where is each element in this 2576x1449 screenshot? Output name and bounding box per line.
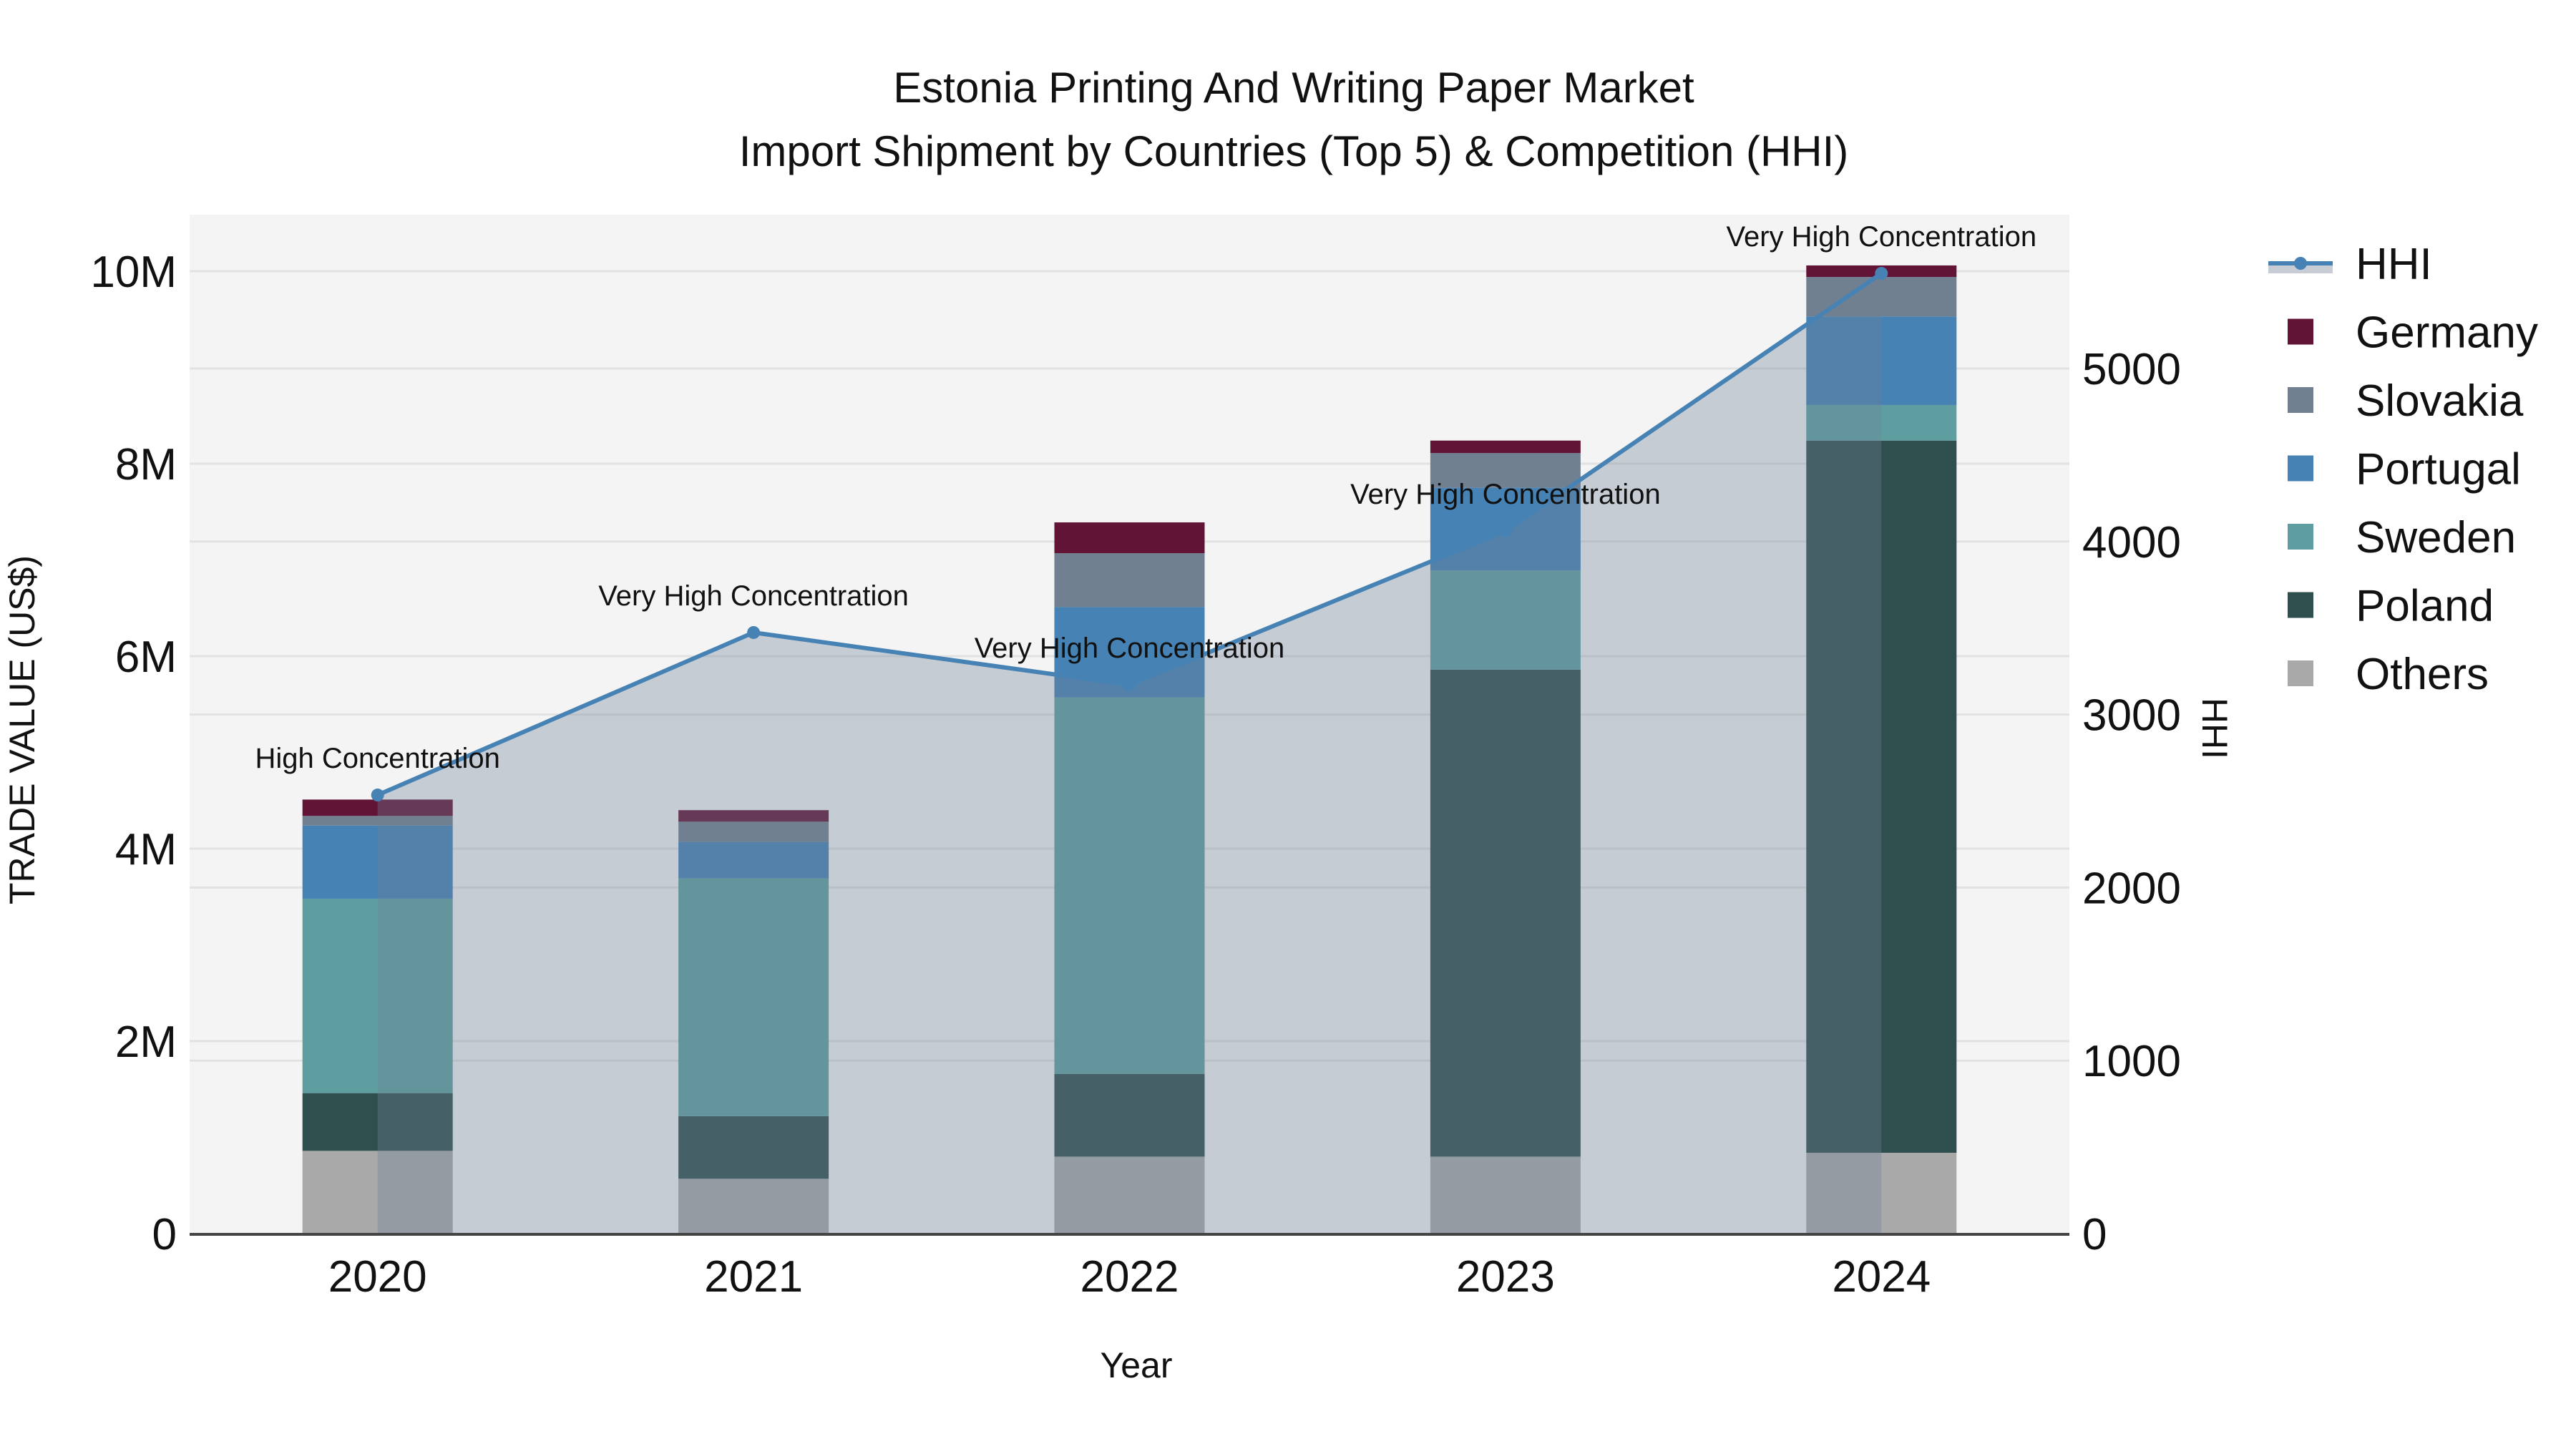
chart-subtitle: Import Shipment by Countries (Top 5) & C… bbox=[739, 127, 1849, 175]
bar-segment-others-2020 bbox=[302, 1151, 453, 1234]
legend-item-hhi[interactable]: HHI bbox=[2268, 240, 2432, 289]
legend-item-poland[interactable]: Poland bbox=[2288, 582, 2494, 631]
stacked-bars bbox=[302, 265, 1957, 1234]
bar-segment-slovakia-2020 bbox=[302, 816, 453, 826]
hhi-point bbox=[1123, 678, 1136, 692]
bar-segment-sweden-2022 bbox=[1054, 697, 1205, 1074]
y-tick-label: 4M bbox=[115, 825, 177, 874]
hhi-point bbox=[1875, 267, 1888, 280]
bar-segment-germany-2020 bbox=[302, 799, 453, 816]
hhi-point bbox=[1498, 525, 1512, 538]
hhi-annotation: Very High Concentration bbox=[598, 580, 909, 612]
hhi-point bbox=[747, 625, 761, 639]
hhi-point bbox=[371, 789, 384, 802]
legend-item-portugal[interactable]: Portugal bbox=[2288, 445, 2521, 494]
bar-segment-poland-2024 bbox=[1806, 440, 1957, 1153]
x-tick-label: 2024 bbox=[1832, 1252, 1931, 1302]
y-tick-label: 10M bbox=[90, 248, 177, 297]
y2-tick-label: 0 bbox=[2082, 1210, 2107, 1259]
x-axis-title: Year bbox=[1100, 1345, 1172, 1385]
y2-tick-label: 2000 bbox=[2082, 864, 2181, 913]
hhi-annotation: Very High Concentration bbox=[975, 633, 1285, 664]
hhi-annotation: Very High Concentration bbox=[1727, 221, 2037, 253]
bar-segment-poland-2022 bbox=[1054, 1073, 1205, 1157]
hhi-annotation: High Concentration bbox=[255, 743, 499, 774]
bar-segment-sweden-2020 bbox=[302, 898, 453, 1093]
bar-segment-poland-2020 bbox=[302, 1093, 453, 1151]
y2-tick-label: 5000 bbox=[2082, 345, 2181, 394]
legend-swatch-icon bbox=[2288, 455, 2313, 482]
legend-label: Portugal bbox=[2356, 445, 2521, 494]
legend: HHI Germany Slovakia Portugal Sweden Poland Ot… bbox=[2268, 240, 2538, 699]
bar-segment-sweden-2021 bbox=[678, 878, 829, 1116]
hhi-annotations: High Concentration Very High Concentratio… bbox=[255, 221, 2036, 774]
legend-label: Slovakia bbox=[2356, 376, 2524, 426]
x-tick-label: 2020 bbox=[328, 1252, 427, 1302]
y-tick-label: 2M bbox=[115, 1018, 177, 1067]
legend-swatch-icon bbox=[2288, 387, 2313, 413]
legend-item-sweden[interactable]: Sweden bbox=[2288, 513, 2516, 562]
bar-segment-portugal-2021 bbox=[678, 841, 829, 879]
hhi-area bbox=[377, 273, 1882, 1234]
bar-segment-others-2022 bbox=[1054, 1156, 1205, 1234]
legend-swatch-icon bbox=[2288, 660, 2313, 686]
y2-axis-ticks: 0 1000 2000 3000 4000 5000 bbox=[2082, 345, 2181, 1259]
bar-segment-germany-2022 bbox=[1054, 522, 1205, 554]
hhi-legend-marker-icon bbox=[2294, 257, 2307, 270]
legend-swatch-icon bbox=[2288, 592, 2313, 618]
y-axis-ticks: 0 2M 4M 6M 8M 10M bbox=[90, 248, 177, 1259]
legend-label: Sweden bbox=[2356, 513, 2516, 562]
y2-tick-label: 3000 bbox=[2082, 691, 2181, 741]
bar-segment-poland-2023 bbox=[1430, 669, 1581, 1157]
x-tick-label: 2021 bbox=[704, 1252, 803, 1302]
bar-segment-others-2021 bbox=[678, 1179, 829, 1234]
hhi-line bbox=[371, 267, 1888, 802]
bar-segment-sweden-2023 bbox=[1430, 570, 1581, 670]
legend-swatch-icon bbox=[2288, 524, 2313, 550]
chart-title: Estonia Printing And Writing Paper Marke… bbox=[893, 64, 1694, 112]
y-tick-label: 8M bbox=[115, 440, 177, 489]
y2-axis-title: HHI bbox=[2195, 698, 2235, 759]
bar-segment-poland-2021 bbox=[678, 1116, 829, 1179]
bar-segment-others-2023 bbox=[1430, 1156, 1581, 1234]
legend-item-others[interactable]: Others bbox=[2288, 650, 2489, 699]
x-tick-label: 2023 bbox=[1456, 1252, 1555, 1302]
hhi-annotation: Very High Concentration bbox=[1350, 479, 1661, 510]
legend-item-germany[interactable]: Germany bbox=[2288, 308, 2538, 358]
bar-segment-slovakia-2022 bbox=[1054, 553, 1205, 608]
bar-segment-portugal-2020 bbox=[302, 825, 453, 899]
y-tick-label: 6M bbox=[115, 633, 177, 682]
y-axis-title: TRADE VALUE (US$) bbox=[2, 555, 42, 904]
y-tick-label: 0 bbox=[152, 1210, 177, 1259]
y2-tick-label: 1000 bbox=[2082, 1037, 2181, 1086]
bar-segment-germany-2021 bbox=[678, 810, 829, 822]
legend-item-slovakia[interactable]: Slovakia bbox=[2288, 376, 2524, 426]
legend-label: Poland bbox=[2356, 582, 2494, 631]
legend-swatch-icon bbox=[2288, 318, 2313, 345]
y2-tick-label: 4000 bbox=[2082, 518, 2181, 567]
bar-segment-slovakia-2021 bbox=[678, 821, 829, 842]
bar-segment-others-2024 bbox=[1806, 1153, 1957, 1234]
bar-segment-slovakia-2023 bbox=[1430, 453, 1581, 488]
hhi-area-fill bbox=[377, 273, 1882, 1234]
legend-label: HHI bbox=[2356, 240, 2432, 289]
x-tick-label: 2022 bbox=[1080, 1252, 1179, 1302]
legend-label: Others bbox=[2356, 650, 2489, 699]
bar-segment-portugal-2024 bbox=[1806, 316, 1957, 405]
bar-segment-germany-2023 bbox=[1430, 440, 1581, 454]
legend-label: Germany bbox=[2356, 308, 2538, 358]
x-axis-ticks: 2020 2021 2022 2023 2024 bbox=[328, 1252, 1931, 1302]
bar-segment-sweden-2024 bbox=[1806, 404, 1957, 441]
